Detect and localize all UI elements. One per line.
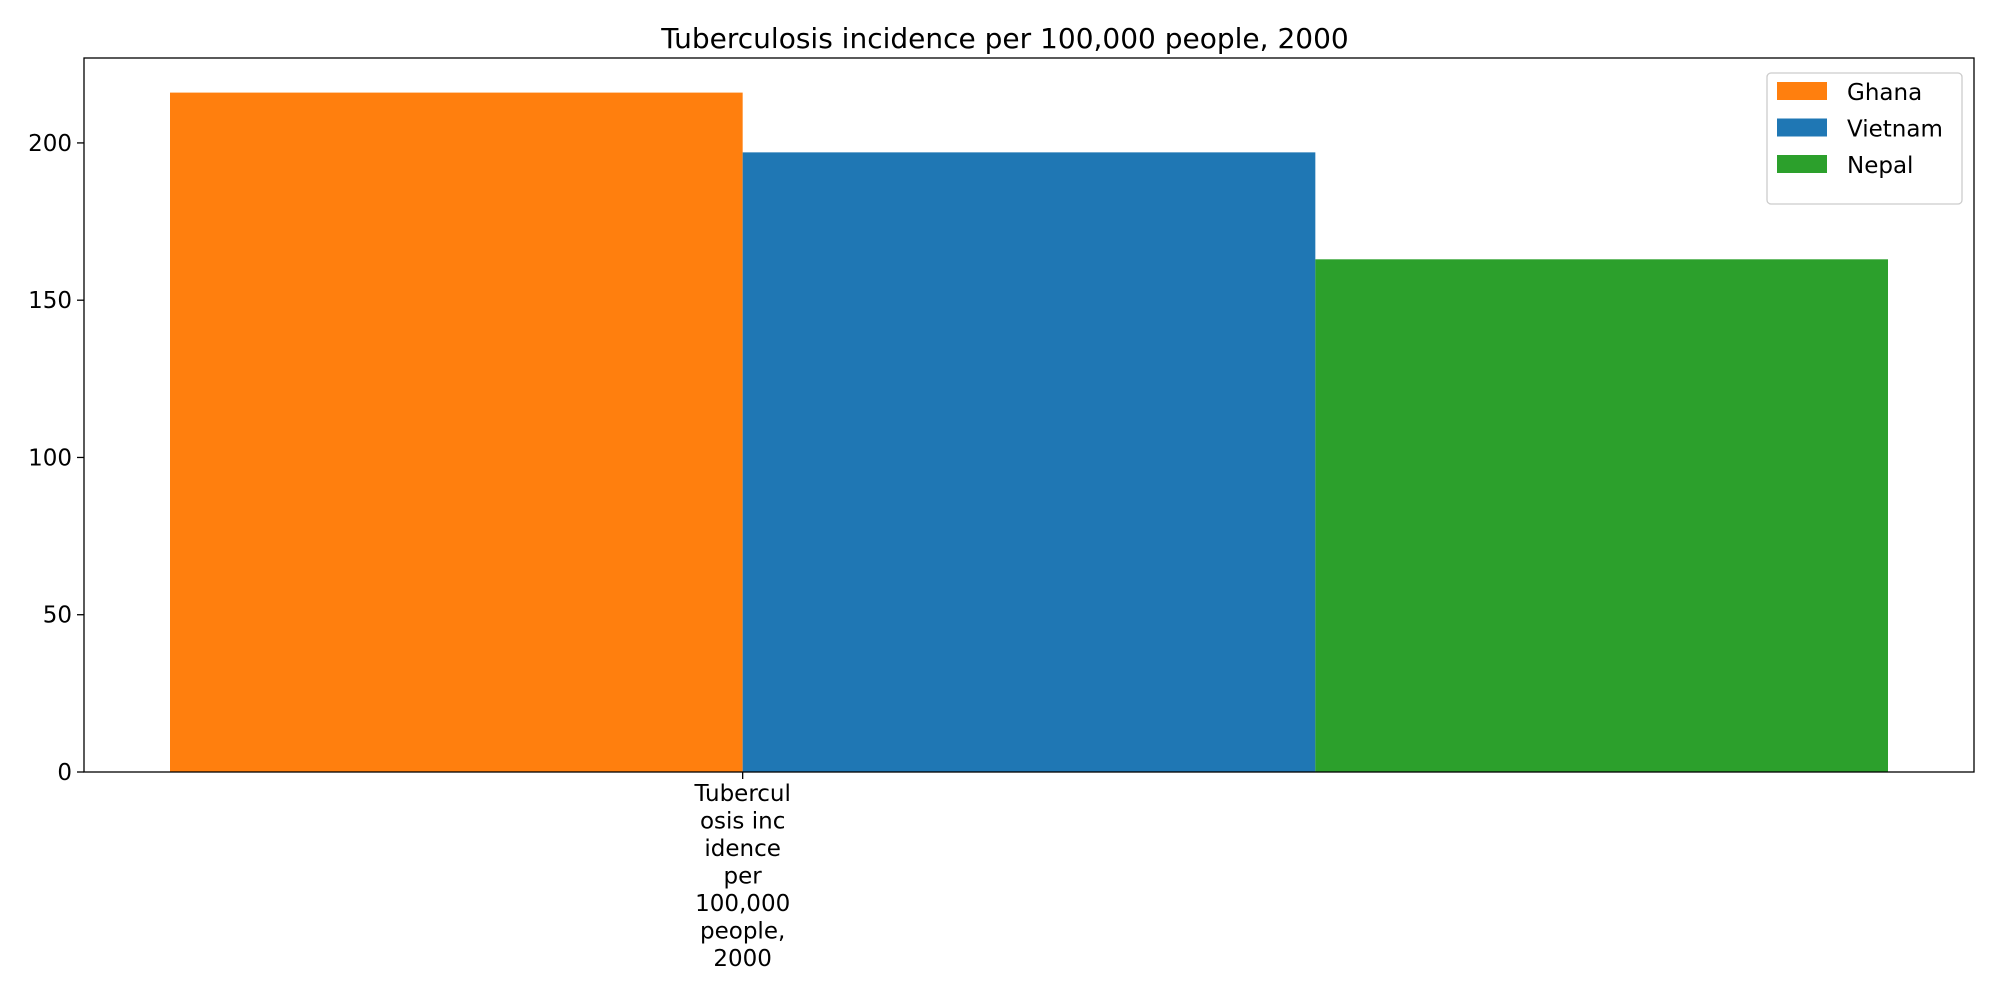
chart-title: Tuberculosis incidence per 100,000 peopl… (660, 22, 1348, 55)
y-axis: 0 50 100 150 200 (28, 131, 84, 786)
legend-label-ghana: Ghana (1847, 80, 1922, 106)
legend-swatch-vietnam (1777, 118, 1827, 137)
legend: Ghana Vietnam Nepal (1766, 72, 1963, 205)
legend-label-nepal: Nepal (1847, 153, 1913, 179)
legend-swatch-ghana (1777, 82, 1827, 100)
y-tick-label: 150 (28, 288, 72, 314)
x-tick-label: Tubercul osis inc idence per 100,000 people, 2… (693, 781, 790, 972)
bar-nepal (1315, 259, 1888, 772)
bar-vietnam (742, 152, 1316, 773)
y-tick-label: 200 (28, 131, 72, 157)
x-axis: Tubercul osis inc idence per 100,000 people, 2… (693, 772, 791, 972)
y-tick-label: 0 (57, 760, 72, 786)
y-tick-label: 100 (28, 445, 72, 471)
bar-ghana (170, 92, 743, 772)
plot-frame (83, 57, 1975, 773)
y-tick-label: 50 (43, 603, 72, 629)
legend-label-vietnam: Vietnam (1847, 117, 1943, 143)
legend-swatch-nepal (1777, 155, 1827, 173)
bars-group (170, 92, 1888, 773)
